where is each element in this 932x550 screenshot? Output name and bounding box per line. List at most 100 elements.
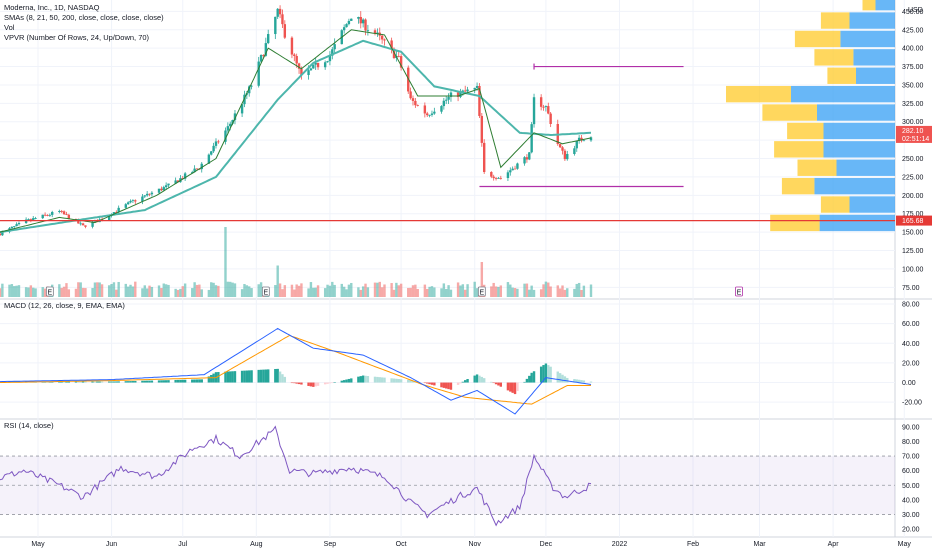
candle-body bbox=[499, 177, 503, 179]
volume-bar bbox=[141, 288, 144, 297]
macd-histogram-bar bbox=[380, 377, 384, 383]
candle-body bbox=[566, 154, 569, 160]
macd-histogram-bar bbox=[544, 363, 548, 383]
macd-histogram-bar bbox=[445, 382, 448, 389]
volume-bar bbox=[430, 286, 434, 297]
vp-row-down bbox=[770, 214, 820, 232]
candle-body bbox=[516, 163, 519, 169]
sma-slow-line bbox=[0, 39, 592, 234]
macd-legend[interactable]: MACD (12, 26, close, 9, EMA, EMA) bbox=[4, 301, 125, 310]
candle-body bbox=[276, 8, 279, 17]
candle-body bbox=[506, 172, 510, 179]
candle-body bbox=[345, 24, 348, 28]
volume-bar bbox=[124, 283, 127, 297]
future-earnings-marker bbox=[735, 286, 743, 297]
volume-bar bbox=[392, 289, 396, 297]
volume-bar bbox=[316, 285, 320, 297]
macd-histogram-bar bbox=[461, 381, 465, 383]
macd-histogram-bar bbox=[323, 382, 327, 385]
volume-bar bbox=[563, 289, 567, 297]
macd-histogram-bar bbox=[262, 369, 265, 383]
macd-histogram-bar bbox=[233, 371, 237, 383]
candle-body bbox=[274, 16, 277, 35]
volume-bar bbox=[195, 284, 199, 297]
candle-body bbox=[430, 113, 434, 115]
macd-histogram-bar bbox=[307, 382, 310, 386]
level-price-tag bbox=[896, 215, 932, 226]
volume-bar bbox=[243, 284, 246, 297]
macd-histogram-bar bbox=[423, 382, 427, 384]
candle-body bbox=[48, 214, 52, 216]
volume-bar bbox=[373, 282, 377, 297]
sma-legend[interactable]: SMAs (8, 21, 50, 200, close, close, clos… bbox=[4, 13, 164, 22]
volume-bar bbox=[131, 286, 135, 297]
vp-row-down bbox=[820, 12, 850, 29]
volume-bar bbox=[492, 282, 495, 297]
earnings-marker bbox=[45, 286, 54, 297]
volume-bar bbox=[229, 281, 232, 297]
macd-histogram-bar bbox=[100, 381, 104, 383]
macd-histogram-bar bbox=[494, 382, 498, 385]
candle-body bbox=[267, 34, 270, 44]
volume-bar bbox=[449, 289, 453, 297]
macd-histogram-bar bbox=[549, 366, 552, 383]
macd-histogram-bar bbox=[79, 381, 82, 383]
x-tick-label: Dec bbox=[540, 541, 553, 548]
macd-histogram-bar bbox=[174, 379, 177, 383]
vp-row-up bbox=[840, 30, 895, 48]
rsi-legend[interactable]: RSI (14, close) bbox=[4, 421, 54, 430]
x-tick-label: Feb bbox=[687, 541, 699, 548]
volume-bar bbox=[456, 282, 460, 297]
x-tick-label: Aug bbox=[250, 541, 263, 548]
macd-histogram-bar bbox=[126, 381, 130, 383]
candle-body bbox=[539, 97, 543, 107]
candle-body bbox=[473, 87, 476, 90]
macd-histogram-bar bbox=[226, 371, 230, 383]
volume-bar bbox=[295, 284, 298, 297]
vpvr-legend[interactable]: VPVR (Number Of Rows, 24, Up/Down, 70) bbox=[4, 33, 150, 42]
volume-bar bbox=[411, 285, 415, 297]
volume-bar bbox=[115, 289, 118, 297]
macd-histogram-bar bbox=[245, 370, 249, 383]
vp-row-down bbox=[726, 85, 791, 103]
macd-histogram-bar bbox=[91, 381, 94, 383]
main-legend[interactable]: Moderna, Inc., 1D, NASDAQ SMAs (8, 21, 5… bbox=[4, 3, 164, 43]
candle-body bbox=[141, 196, 144, 202]
candle-body bbox=[466, 89, 469, 92]
candle-body bbox=[383, 39, 386, 41]
price-tick-label: 325.00 bbox=[902, 101, 924, 108]
candle-body bbox=[283, 24, 287, 38]
candle-body bbox=[195, 168, 199, 170]
axes: May Jun Jul Aug Sep Oct Nov Dec 2022 Feb Mar Apr May… bbox=[31, 7, 932, 548]
volume-bar bbox=[525, 283, 529, 297]
macd-histogram-bar bbox=[459, 382, 462, 384]
volume-bar bbox=[100, 284, 104, 297]
macd-histogram-bar bbox=[395, 378, 398, 383]
macd-histogram-bar bbox=[179, 379, 182, 383]
macd-tick-label: 40.00 bbox=[902, 341, 920, 348]
rsi-tick-label: 90.00 bbox=[902, 424, 920, 431]
vol-legend[interactable]: Vol bbox=[4, 23, 15, 32]
candle-body bbox=[129, 200, 132, 203]
macd-histogram-bar bbox=[390, 378, 393, 383]
macd-histogram-bar bbox=[314, 382, 317, 387]
earnings-marker bbox=[477, 286, 486, 297]
vp-row-up bbox=[849, 12, 895, 29]
x-tick-label: Mar bbox=[753, 541, 766, 548]
volume-bar bbox=[345, 289, 348, 297]
macd-histogram-bar bbox=[274, 368, 277, 383]
volume-bar bbox=[17, 285, 21, 297]
candle-body bbox=[373, 30, 377, 34]
candle-body bbox=[433, 111, 436, 114]
macd-histogram-bar bbox=[342, 380, 346, 383]
macd-histogram-bar bbox=[456, 382, 460, 385]
x-tick-label: Sep bbox=[324, 541, 337, 548]
symbol-title[interactable]: Moderna, Inc., 1D, NASDAQ bbox=[4, 3, 100, 12]
volume-bar bbox=[461, 284, 465, 297]
macd-histogram-bar bbox=[357, 376, 360, 383]
macd-tick-label: 80.00 bbox=[902, 302, 920, 309]
volume-bar bbox=[326, 284, 329, 297]
candle-body bbox=[224, 130, 227, 142]
